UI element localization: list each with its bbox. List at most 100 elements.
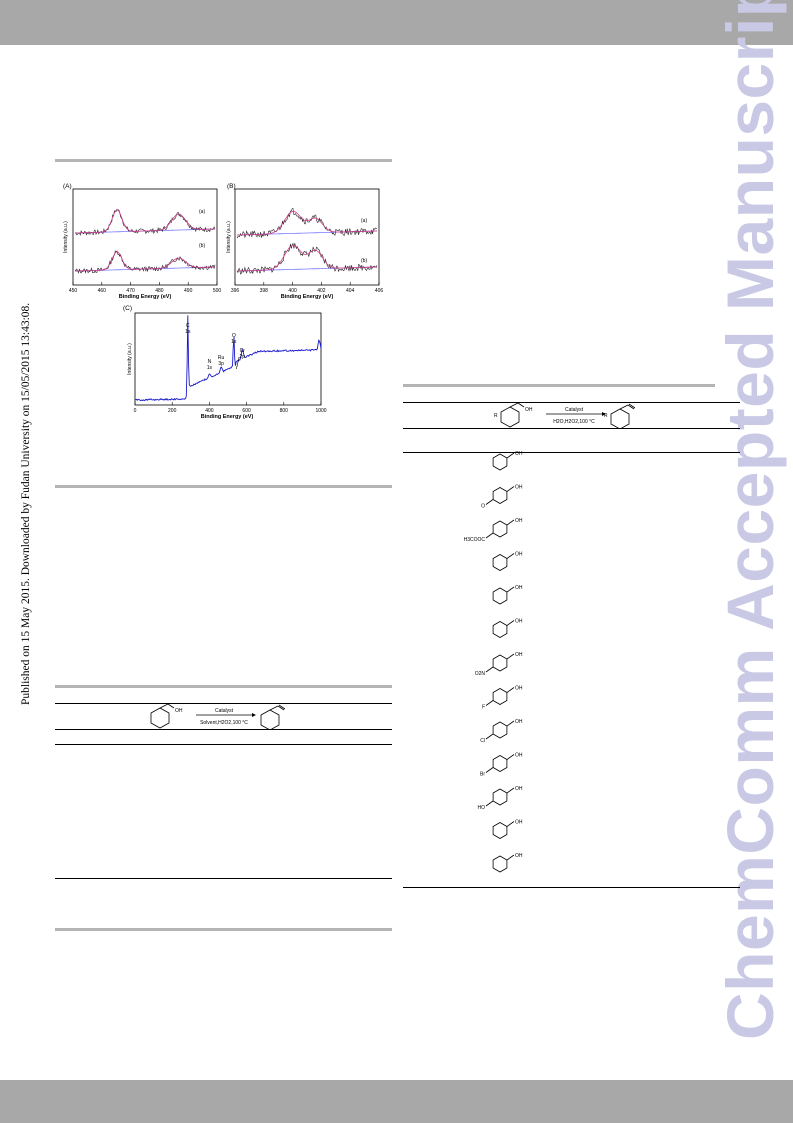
table1-rule-bottom: [55, 878, 392, 879]
ch2-bond: [506, 787, 515, 794]
panel-a: (A) Intensity (a.u.) Binding Energy (eV)…: [63, 183, 221, 300]
benzene-ring: [492, 520, 508, 538]
panel-a-trace-b-label: (b): [199, 243, 205, 249]
substituent-label: O2N: [475, 671, 486, 677]
x-tick-label: 406: [375, 288, 384, 294]
ch2-bond: [506, 754, 515, 760]
benzene-ring: [492, 453, 508, 471]
panel-b-trace-a-label: (a): [361, 218, 367, 224]
survey-spectrum: [134, 315, 322, 402]
table1-rule-mid: [55, 729, 392, 730]
substituent-bond: [485, 800, 494, 807]
ch2-bond: [506, 452, 515, 459]
oh-label: OH: [515, 552, 523, 558]
ch2-bond: [506, 720, 515, 727]
x-tick-label: 1000: [315, 408, 326, 414]
ch2-bond: [506, 553, 515, 559]
substituted-benzyl-alcohol-structure: [500, 402, 525, 428]
table1-rule-top: [55, 703, 392, 704]
x-tick-label: 800: [280, 408, 289, 414]
panel-a-ylabel: Intensity (a.u.): [63, 221, 69, 253]
panel-c-xlabel: Binding Energy (eV): [201, 414, 254, 420]
conditions-label: Solvent,H2O2,100 °C: [200, 720, 248, 726]
oh-label: OH: [525, 407, 533, 413]
panel-c-ylabel: Intensity (a.u.): [127, 343, 133, 375]
peak-element-label: O: [232, 333, 236, 339]
benzene-ring: [492, 587, 508, 605]
substrate-9-anthracenemethanol: OH: [492, 853, 523, 873]
panel-b-frame: [234, 188, 380, 286]
section-rule-figure-bottom: [55, 485, 392, 488]
peak-element-label: C: [186, 323, 190, 329]
substituent-label: H3COOC: [464, 537, 486, 543]
substrate-4-methoxybenzyl-alcohol: OH O: [481, 485, 523, 510]
panel-c-frame: [134, 312, 322, 406]
benzene-ring: [492, 721, 508, 739]
x-tick-label: 402: [317, 288, 326, 294]
panel-c: (C) Intensity (a.u.) Binding Energy (eV)…: [123, 305, 327, 420]
oh-label: OH: [515, 753, 523, 759]
substrate-1-naphthalenemethanol: OH: [492, 820, 523, 839]
substituent-label: O: [481, 504, 485, 510]
section-rule-figure-top: [55, 159, 392, 162]
table2-rule-head: [403, 452, 740, 453]
panel-b-a-raw: [236, 207, 378, 239]
oh-label: OH: [515, 853, 523, 859]
benzene-ring: [492, 788, 508, 806]
substituent-bond: [485, 700, 494, 706]
benzene-ring: [492, 654, 508, 672]
cr-arrow: [236, 356, 240, 370]
x-tick-label: 398: [260, 288, 269, 294]
substrate-3-methylbenzyl-alcohol: OH: [492, 585, 523, 605]
substituent-label: F: [482, 705, 485, 711]
reaction-arrowhead: [252, 713, 256, 717]
x-tick-label: 400: [205, 408, 214, 414]
table1-rule-head: [55, 744, 392, 745]
oh-label: OH: [515, 619, 523, 625]
panel-a-a-fit: [75, 209, 215, 234]
ch2-bond: [506, 821, 515, 827]
substituent-bond: [485, 733, 494, 740]
ch2-bond: [506, 854, 515, 861]
oh-label: OH: [515, 719, 523, 725]
panel-c-label: (C): [123, 305, 132, 312]
peak-orbital-label: 2p: [240, 354, 246, 360]
section-rule-table-top: [55, 685, 392, 688]
panel-b-a-fit: [237, 210, 377, 236]
x-tick-label: 404: [346, 288, 355, 294]
x-tick-label: 600: [242, 408, 251, 414]
ch2-bond: [506, 687, 515, 693]
oh-label: OH: [515, 518, 523, 524]
panel-b-b-fit: [237, 244, 377, 272]
catalyst-label: Catalyst: [215, 708, 234, 714]
r-group-label: R: [494, 413, 498, 419]
panel-b-xlabel: Binding Energy (eV): [281, 294, 334, 300]
section-rule-page-bottom: [55, 928, 392, 931]
oh-label: OH: [515, 585, 523, 591]
peak-orbital-label: 3p: [218, 361, 224, 367]
xps-figure: (A) Intensity (a.u.) Binding Energy (eV)…: [63, 183, 384, 420]
panel-a-xlabel: Binding Energy (eV): [119, 294, 172, 300]
substrate-column: OHOHOOHH3COOCOHOHOHOHO2NOHFOHClOHBrOHHOO…: [464, 451, 523, 873]
ch2-bond: [506, 486, 515, 492]
peak-element-label: N: [208, 359, 212, 365]
substrate-4-bromobenzyl-alcohol: OH Br: [480, 753, 523, 778]
watermark-text: ChemComm Accepted Manuscript: [713, 0, 787, 1040]
oh-label: OH: [515, 485, 523, 491]
benzene-ring: [492, 688, 508, 705]
substituent-label: HO: [478, 805, 486, 811]
peak-orbital-label: 1s: [231, 339, 237, 345]
catalyst-label: Catalyst: [565, 407, 584, 413]
x-tick-label: 470: [126, 288, 135, 294]
substituent-bond: [485, 532, 494, 539]
substrate-4-nitrobenzyl-alcohol: OH O2N: [475, 652, 523, 677]
substrate-2-methylbenzyl-alcohol: OH: [492, 619, 523, 638]
substrate-4-methylbenzyl-alcohol: OH: [492, 552, 523, 571]
substrate-methyl-4-hydroxymethylbenzoate: OH H3COOC: [464, 518, 523, 543]
oh-label: OH: [175, 708, 183, 714]
table1-reaction-scheme: OH Catalyst Solvent,H2O2,100 °C: [150, 703, 286, 729]
x-tick-label: 490: [184, 288, 193, 294]
panel-b-label: (B): [227, 183, 236, 190]
r-group-label-product: R: [604, 413, 608, 419]
substrate-4-chlorobenzyl-alcohol: OH Cl: [480, 719, 523, 744]
